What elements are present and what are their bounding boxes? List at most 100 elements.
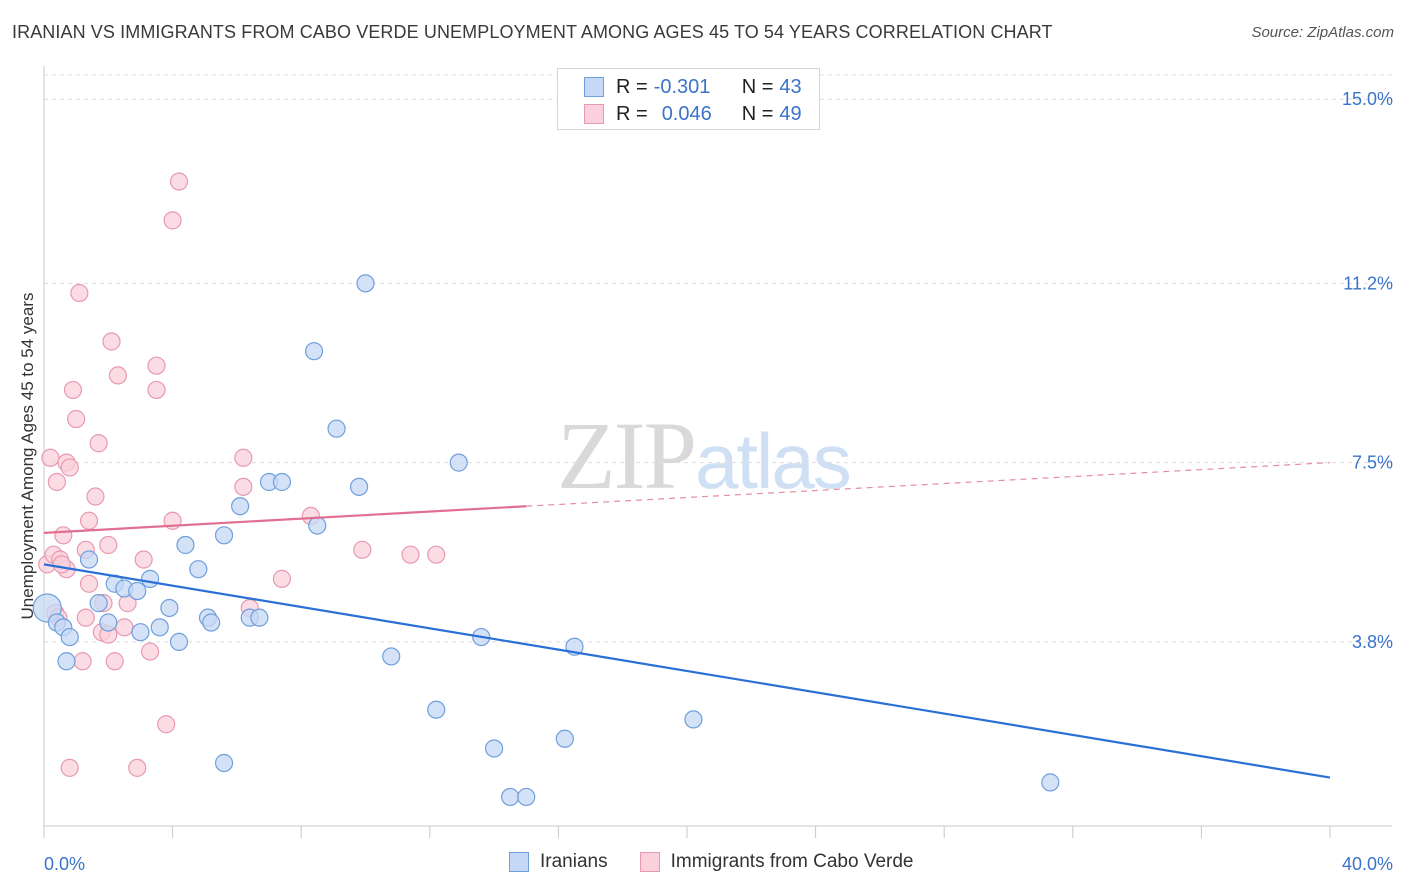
iranian-point [485, 739, 504, 758]
cabo-verde-point [102, 332, 121, 351]
cabo-verde-point [52, 555, 71, 574]
cabo-verde-point [60, 458, 79, 477]
iranian-point [57, 652, 76, 671]
legend-item-cabo-verde: Immigrants from Cabo Verde [639, 851, 913, 873]
cabo-verde-point [60, 758, 79, 777]
cabo-verde-trend-extension [526, 462, 1331, 507]
legend-item-iranians: Iranians [509, 851, 608, 873]
cabo-verde-point [234, 477, 253, 496]
legend-swatch-pink [639, 852, 660, 872]
legend-label-iranians: Iranians [540, 851, 608, 872]
cabo-verde-point [63, 380, 83, 400]
iranian-point [304, 342, 324, 361]
iranian-point [89, 594, 108, 613]
iranian-point [684, 710, 703, 729]
cabo-verde-point [115, 618, 134, 637]
iranian-point [501, 787, 520, 807]
source-label: Source: ZipAtlas.com [1251, 24, 1394, 41]
y-tick-label: 15.0% [1342, 89, 1393, 109]
cabo-verde-point [67, 409, 86, 429]
legend-r-value: -0.301 [653, 75, 711, 98]
iranian-point [214, 753, 234, 773]
cabo-verde-point [105, 652, 124, 671]
legend-n-value: 49 [779, 102, 802, 125]
legend-r-label: R = [616, 102, 648, 125]
cabo-verde-point [169, 172, 189, 191]
stats-legend: R = -0.301 N = 43 R = 0.046 N = 49 [557, 68, 820, 130]
iranian-point [140, 569, 160, 588]
iranian-point [449, 453, 468, 472]
iranian-point [427, 700, 446, 719]
iranian-point [308, 516, 327, 535]
legend-n-label: N = [741, 102, 774, 125]
legend-swatch-blue [509, 852, 529, 872]
iranian-point [517, 787, 536, 807]
iranian-point [202, 613, 221, 632]
cabo-verde-point [272, 569, 292, 588]
cabo-verde-point [128, 758, 147, 777]
chart-title: IRANIAN VS IMMIGRANTS FROM CABO VERDE UN… [12, 22, 1053, 42]
cabo-verde-point [163, 211, 182, 230]
iranian-point [555, 729, 574, 748]
iranian-point [327, 419, 346, 438]
cabo-verde-point [401, 545, 420, 564]
iranian-point [99, 613, 118, 632]
iranian-point [176, 535, 195, 555]
cabo-verde-point [147, 356, 166, 375]
cabo-verde-point [234, 448, 253, 467]
cabo-verde-point [79, 511, 99, 530]
cabo-verde-point [79, 574, 99, 593]
iranian-point [214, 526, 234, 545]
iranian-point [189, 560, 208, 579]
axis-layer [43, 66, 1392, 838]
iranian-point [128, 581, 147, 601]
y-tick-label: 3.8% [1352, 632, 1393, 652]
x-tick-label: 40.0% [1342, 854, 1393, 874]
y-axis-label: Unemployment Among Ages 45 to 54 years [18, 292, 37, 620]
iranian-point [231, 497, 250, 516]
cabo-verde-point [86, 487, 105, 506]
legend-n-value: 43 [779, 75, 802, 98]
cabo-verde-point [54, 526, 73, 545]
cabo-verde-point [427, 545, 446, 564]
legend-r-value: 0.046 [661, 102, 712, 125]
y-tick-label: 11.2% [1343, 273, 1393, 293]
legend-row-cabo-verde: R = 0.046 N = 49 [584, 102, 802, 126]
cabo-verde-point [89, 434, 108, 453]
cabo-verde-point [147, 380, 166, 400]
cabo-verde-point [47, 472, 66, 492]
trend-layer [43, 462, 1331, 779]
iranian-point [382, 647, 401, 666]
cabo-verde-point [76, 608, 95, 627]
y-tick-label: 7.5% [1352, 453, 1393, 473]
cabo-verde-point [108, 366, 128, 385]
legend-swatch-blue [584, 77, 604, 97]
iranian-point [356, 274, 375, 293]
cabo-verde-point [70, 283, 89, 303]
cabo-verde-point [157, 715, 176, 734]
iranian-trend-line [43, 563, 1331, 779]
cabo-verde-point [41, 448, 60, 467]
iranian-point [150, 618, 169, 637]
points-layer [32, 172, 1060, 807]
series-legend: Iranians Immigrants from Cabo Verde [509, 851, 945, 873]
cabo-verde-point [134, 550, 153, 569]
iranian-point [349, 477, 369, 496]
iranian-point [79, 550, 99, 569]
iranian-point [160, 598, 179, 618]
legend-r-label: R = [616, 75, 648, 98]
iranian-point [1041, 773, 1060, 792]
legend-row-iranians: R = -0.301 N = 43 [584, 75, 802, 99]
cabo-verde-trend-line [43, 505, 527, 534]
cabo-verde-point [73, 652, 92, 671]
cabo-verde-point [140, 642, 160, 661]
iranian-point [250, 608, 269, 627]
legend-n-label: N = [741, 75, 774, 98]
iranian-point [60, 627, 79, 647]
iranian-point [272, 472, 292, 492]
iranian-point [131, 623, 150, 642]
grid-layer [44, 74, 1392, 643]
watermark-zip: ZIP [557, 402, 697, 509]
x-tick-label: 0.0% [44, 854, 85, 874]
